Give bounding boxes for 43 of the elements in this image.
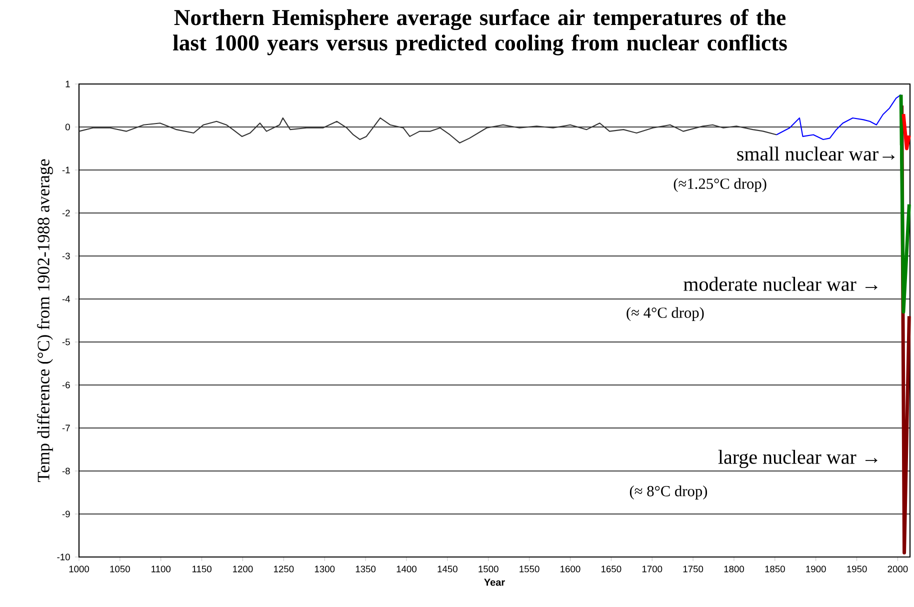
x-tick-label: 1500 [478, 566, 498, 572]
y-tick-label: -8 [62, 468, 70, 474]
y-tick-label: -4 [62, 296, 70, 302]
y-tick-label: -10 [57, 554, 70, 560]
x-tick-label: 1350 [356, 566, 376, 572]
x-tick-label: 1050 [110, 566, 130, 572]
y-tick-label: -7 [62, 424, 70, 432]
x-tick-label: 1300 [314, 566, 335, 572]
annotation: (≈ 4°C drop) [626, 307, 704, 321]
x-axis-title: Year [484, 578, 505, 586]
line-series [78, 117, 778, 144]
annotation: moderate nuclear war → [684, 276, 878, 291]
x-tick-label: 1150 [192, 566, 212, 572]
x-tick-label: 1850 [765, 566, 785, 572]
y-tick-label: -9 [62, 510, 70, 518]
x-tick-label: 1000 [69, 566, 90, 572]
x-tick-label: 1750 [683, 566, 704, 572]
y-tick-label: -3 [62, 252, 70, 260]
y-tick-label: 0 [65, 124, 70, 130]
y-tick-label: 1 [66, 80, 70, 88]
annotation: large nuclear war → [718, 450, 878, 468]
x-tick-label: 1950 [847, 566, 867, 572]
x-tick-label: 1900 [806, 566, 826, 572]
x-tick-label: 1100 [152, 566, 171, 572]
y-tick-label: -1 [62, 166, 70, 174]
x-tick-label: 1400 [396, 566, 417, 572]
y-tick-label: -6 [62, 382, 70, 388]
annotation: small nuclear war→ [737, 146, 895, 161]
x-tick-label: 1250 [274, 566, 294, 572]
x-tick-label: 1700 [642, 566, 662, 572]
annotation: (≈ 8°C drop) [630, 486, 708, 500]
x-tick-label: 2000 [888, 566, 908, 572]
x-tick-label: 1650 [602, 566, 622, 572]
x-tick-label: 1600 [560, 566, 580, 572]
y-tick-label: -2 [62, 210, 70, 216]
x-tick-label: 1800 [724, 566, 744, 572]
y-axis-title: Temp difference (°C) from 1902-1988 average [37, 159, 53, 482]
annotation: (≈1.25°C drop) [674, 178, 766, 192]
chart-title: Northern Hemisphere average surface air temperatures of the last 1000 years versus predicted cooling from nuclear conflicts [173, 9, 787, 56]
y-tick-label: -5 [62, 338, 70, 346]
x-tick-label: 1550 [520, 566, 540, 572]
x-tick-label: 1200 [233, 566, 253, 572]
x-tick-label: 1450 [438, 566, 458, 572]
